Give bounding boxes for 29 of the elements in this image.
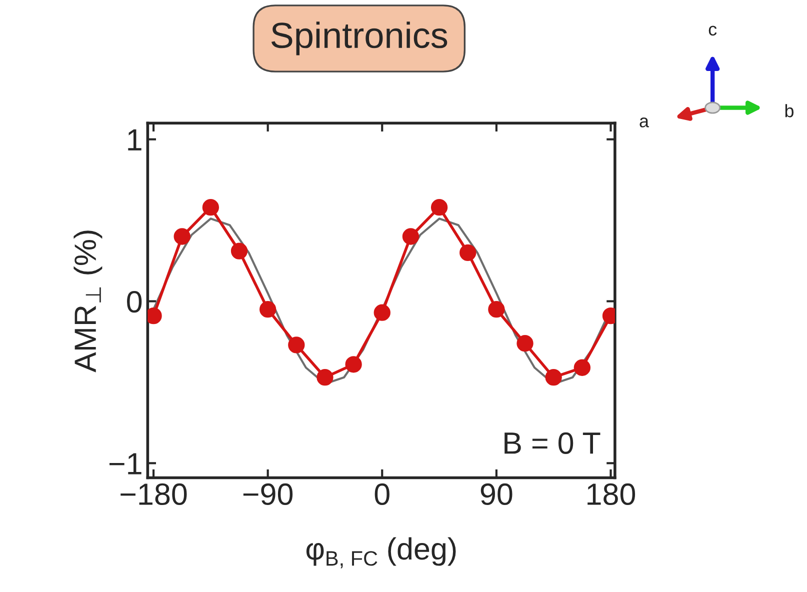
point xyxy=(545,369,562,386)
x-tick-label: 180 xyxy=(588,483,636,506)
x-tick-label: 90 xyxy=(480,483,512,506)
point xyxy=(402,228,420,245)
chart-title: Spintronics xyxy=(271,22,448,56)
point xyxy=(316,369,334,386)
point xyxy=(202,199,220,216)
point xyxy=(574,359,590,376)
point xyxy=(259,301,276,318)
point xyxy=(460,244,476,262)
point xyxy=(174,228,190,245)
x-tick-label: −180 xyxy=(120,483,187,506)
y-tick-label: −1 xyxy=(109,453,142,474)
text: a xyxy=(640,117,650,128)
text: b xyxy=(785,104,794,118)
annotation: B = 0 T xyxy=(504,432,600,454)
point xyxy=(345,356,362,373)
point xyxy=(488,301,505,318)
y-tick-label: 0 xyxy=(127,290,142,313)
point xyxy=(516,335,534,352)
y-tick-label: 1 xyxy=(128,129,142,150)
x-tick-label: 0 xyxy=(374,483,390,506)
x-tick-label: −90 xyxy=(243,483,293,506)
point xyxy=(374,304,390,321)
point xyxy=(430,199,448,216)
y-axis-title: AMR$_{⊥}$ (%) xyxy=(74,230,102,372)
text: c xyxy=(708,26,717,36)
point xyxy=(230,242,248,260)
point xyxy=(288,336,305,354)
